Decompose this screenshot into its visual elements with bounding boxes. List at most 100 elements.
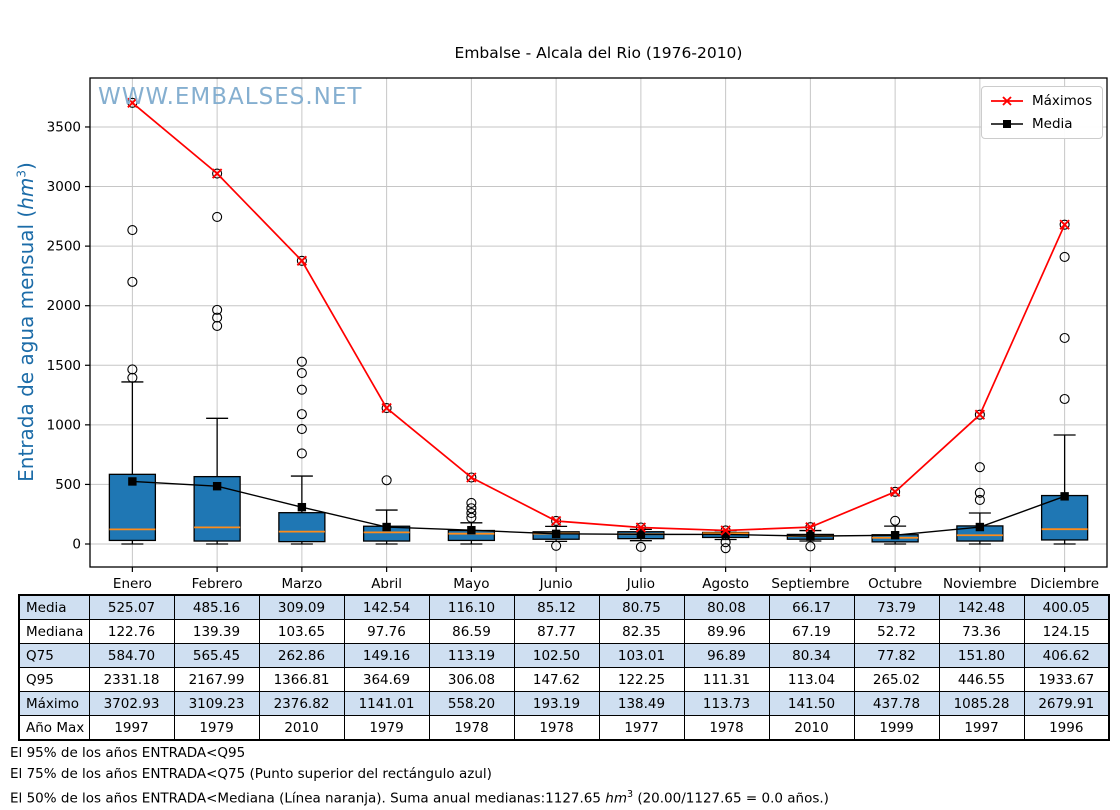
- outlier-point: [466, 472, 477, 483]
- stats-table: Media 525.07 485.16 309.09 142.54 116.10 85.12…: [18, 594, 1110, 741]
- table-cell: 111.31: [683, 667, 770, 692]
- x-tick-label: Abril: [371, 576, 402, 592]
- table-row-máximo: Máximo 3702.93 3109.23 2376.82 1141.01 558.20…: [18, 691, 1110, 716]
- footnote-q95: El 95% de los años ENTRADA<Q95: [10, 745, 246, 761]
- outlier-point: [212, 304, 223, 315]
- footnotes: El 95% de los años ENTRADA<Q95 El 75% de…: [10, 744, 829, 810]
- table-cell: 1978: [683, 715, 770, 741]
- maximos-marker: [211, 168, 223, 179]
- table-cell: 1999: [853, 715, 940, 741]
- x-tick-label: Septiembre: [771, 576, 849, 592]
- media-marker: [1060, 492, 1069, 501]
- x-tick-label: Junio: [539, 576, 573, 592]
- table-row-media: Media 525.07 485.16 309.09 142.54 116.10 85.12…: [18, 594, 1110, 620]
- table-cell: 142.48: [938, 594, 1025, 620]
- legend-item-media: Media: [990, 116, 1094, 132]
- outlier-point: [296, 356, 307, 367]
- outlier-point: [974, 462, 985, 473]
- table-cell: 73.79: [853, 594, 940, 620]
- y-tick-label: 0: [72, 537, 81, 553]
- outlier-point: [296, 409, 307, 420]
- table-cell: 113.73: [683, 691, 770, 716]
- table-cell: 2376.82: [258, 691, 345, 716]
- x-tick-label: Diciembre: [1030, 576, 1099, 592]
- outlier-point: [212, 320, 223, 332]
- table-cell: 113.04: [768, 667, 855, 692]
- table-cell: 565.45: [173, 643, 260, 668]
- table-row-q75: Q75 584.70 565.45 262.86 149.16 113.19 102.50 1…: [18, 643, 1110, 668]
- table-cell: 138.49: [598, 691, 685, 716]
- media-marker: [128, 477, 137, 486]
- table-cell: 364.69: [343, 667, 430, 692]
- table-cell: 86.59: [428, 619, 515, 644]
- y-tick-label: 2000: [47, 298, 81, 314]
- table-cell: 406.62: [1023, 643, 1110, 668]
- table-cell: 113.19: [428, 643, 515, 668]
- maximos-marker: [889, 486, 901, 498]
- outlier-point: [1059, 251, 1070, 263]
- outlier-point: [466, 507, 477, 519]
- outlier-point: [890, 486, 901, 497]
- y-tick-label: 3500: [47, 119, 81, 135]
- table-cell: 437.78: [853, 691, 940, 716]
- box-diciembre: [1040, 494, 1089, 541]
- outlier-point: [127, 97, 138, 108]
- y-tick-label: 2500: [47, 239, 81, 255]
- table-cell: 1977: [598, 715, 685, 741]
- legend-label-maximos: Máximos: [1032, 93, 1093, 109]
- y-axis-label-suffix: ): [14, 162, 38, 170]
- table-cell: 124.15: [1023, 619, 1110, 644]
- table-cell: 122.25: [598, 667, 685, 692]
- outlier-point: [212, 211, 223, 222]
- table-cell: 80.08: [683, 594, 770, 620]
- table-cell: 2010: [258, 715, 345, 741]
- table-cell: 1997: [88, 715, 175, 741]
- table-cell: 525.07: [88, 594, 175, 620]
- table-cell: 82.35: [598, 619, 685, 644]
- x-tick-label: Febrero: [192, 576, 243, 592]
- table-cell: 102.50: [513, 643, 600, 668]
- table-cell: 67.19: [768, 619, 855, 644]
- footnote-q75: El 75% de los años ENTRADA<Q75 (Punto su…: [10, 766, 492, 782]
- legend-item-maximos: Máximos: [990, 93, 1094, 109]
- outlier-point: [805, 541, 816, 552]
- table-cell: 122.76: [88, 619, 175, 644]
- table-cell: 1979: [343, 715, 430, 741]
- table-cell: 147.62: [513, 667, 600, 692]
- row-label: Año Max: [18, 715, 90, 741]
- table-cell: 2331.18: [88, 667, 175, 692]
- media-line: [132, 480, 1065, 537]
- table-cell: 1996: [1023, 715, 1110, 741]
- maximos-marker: [466, 472, 477, 483]
- table-cell: 262.86: [258, 643, 345, 668]
- outlier-point: [127, 276, 138, 287]
- table-row-mediana: Mediana 122.76 139.39 103.65 97.76 86.59 87.77…: [18, 619, 1110, 644]
- boxplot-chart: 0 500 1000 1500 2000 2500 3000 3500 Enero Febrero…: [47, 77, 1108, 592]
- table-cell: 1997: [938, 715, 1025, 741]
- table-cell: 2167.99: [173, 667, 260, 692]
- outlier-point: [466, 503, 477, 514]
- outlier-point: [974, 487, 985, 498]
- table-cell: 3702.93: [88, 691, 175, 716]
- row-label: Q95: [18, 667, 90, 692]
- maximos-marker: [550, 515, 562, 527]
- legend: Máximos Media: [981, 86, 1103, 139]
- outlier-point: [296, 384, 307, 395]
- table-cell: 485.16: [173, 594, 260, 620]
- outlier-point: [212, 312, 223, 323]
- table-cell: 584.70: [88, 643, 175, 668]
- table-cell: 149.16: [343, 643, 430, 668]
- maximos-marker: [127, 97, 138, 108]
- table-cell: 1978: [428, 715, 515, 741]
- y-axis-label: Entrada de agua mensual (hm3): [14, 162, 38, 482]
- table-cell: 116.10: [428, 594, 515, 620]
- maximos-marker: [635, 522, 647, 533]
- table-cell: 96.89: [683, 643, 770, 668]
- table-cell: 265.02: [853, 667, 940, 692]
- outlier-point: [127, 372, 138, 383]
- table-cell: 73.36: [938, 619, 1025, 644]
- table-cell: 97.76: [343, 619, 430, 644]
- media-marker: [890, 531, 900, 540]
- outlier-point: [551, 540, 562, 551]
- outlier-point: [381, 475, 392, 486]
